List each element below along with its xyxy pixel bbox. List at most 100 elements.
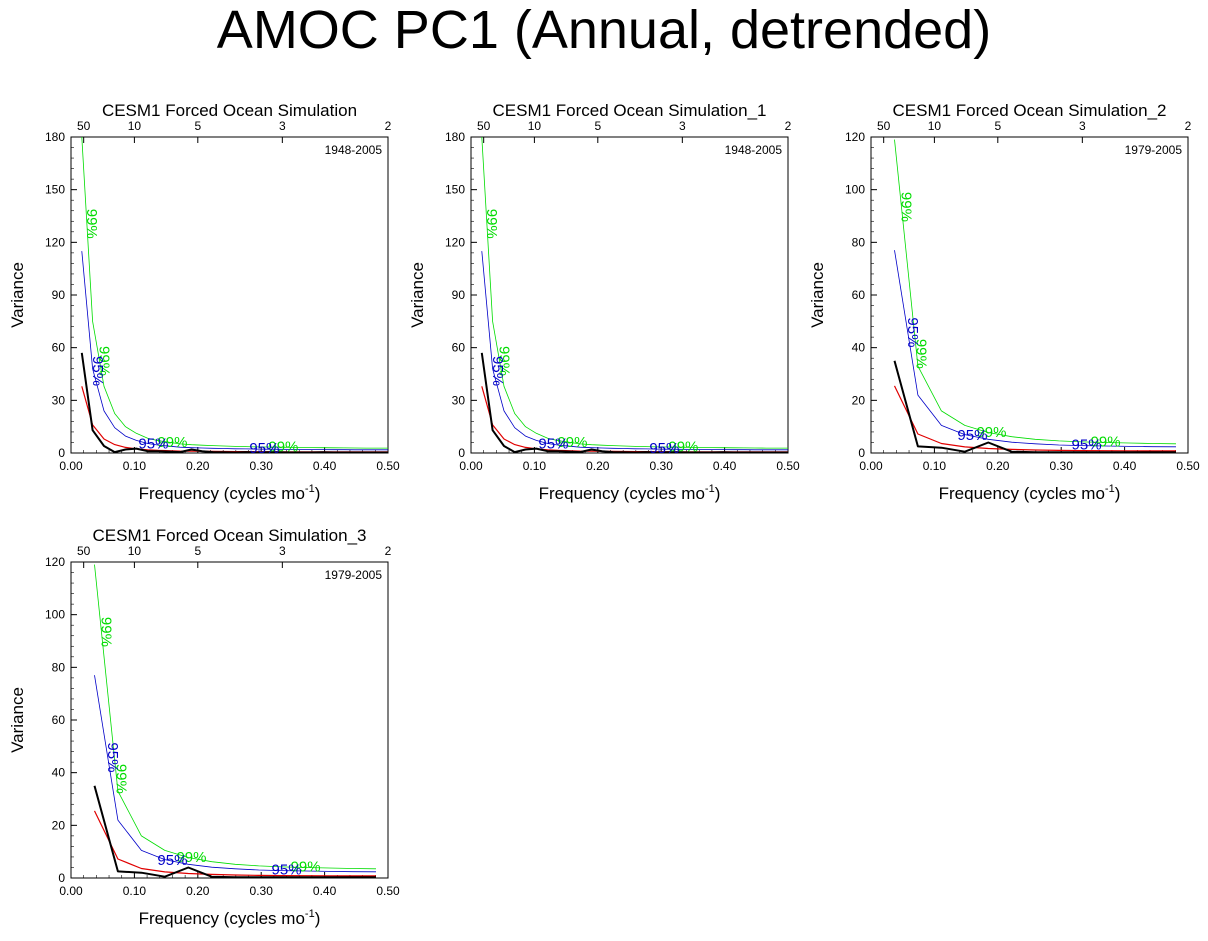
series-line-spectrum [93, 785, 376, 878]
y-tick-label: 20 [852, 393, 866, 407]
y-tick-label: 80 [52, 660, 66, 674]
y-tick-label: 150 [45, 183, 65, 197]
y-axis-title: Variance [8, 687, 27, 753]
period-label: 1948-2005 [725, 143, 783, 157]
x-tick-label: 0.20 [186, 459, 210, 473]
y-tick-label: 120 [45, 235, 65, 249]
series-line-ci95 [894, 250, 1177, 448]
x-tick-label: 0.40 [313, 459, 337, 473]
curve-label-ci99: 99% [668, 438, 698, 455]
series-line-ci99 [481, 137, 788, 449]
top-tick-label: 50 [77, 119, 91, 133]
curve-label-ci99: 99% [113, 764, 130, 794]
curve-label-ci99: 99% [291, 858, 321, 875]
series-line-ci99 [94, 564, 377, 870]
top-tick-label: 5 [994, 119, 1001, 133]
y-axis-title: Variance [808, 262, 827, 328]
curve-label-ci95: 95% [957, 427, 987, 444]
top-tick-label: 50 [477, 119, 491, 133]
top-tick-label: 2 [385, 119, 392, 133]
plot-frame [870, 136, 1189, 454]
y-tick-label: 60 [52, 341, 66, 355]
y-tick-label: 20 [52, 818, 66, 832]
top-tick-label: 3 [679, 119, 686, 133]
plot-frame [70, 136, 389, 454]
y-tick-label: 180 [45, 130, 65, 144]
y-tick-label: 120 [445, 235, 465, 249]
panel-title: CESM1 Forced Ocean Simulation_3 [92, 526, 366, 545]
curve-label-ci99: 99% [483, 209, 500, 239]
chart-panel-3: CESM1 Forced Ocean Simulation_2 1979-2005… [808, 101, 1200, 503]
series-group [893, 139, 1177, 453]
series-line-red-noise [481, 386, 788, 453]
y-tick-label: 100 [845, 183, 865, 197]
series-line-red-noise [93, 810, 376, 877]
x-tick-label: 0.10 [523, 459, 547, 473]
x-tick-label: 0.00 [59, 459, 83, 473]
chart-panel-1: CESM1 Forced Ocean Simulation 1948-2005 0.… [8, 101, 400, 503]
x-tick-label: 0.30 [250, 459, 274, 473]
x-tick-label: 0.00 [459, 459, 483, 473]
x-axis-title: Frequency (cycles mo-1) [139, 908, 321, 928]
y-tick-label: 30 [452, 393, 466, 407]
top-tick-label: 10 [928, 119, 942, 133]
x-tick-label: 0.00 [859, 459, 883, 473]
plot-frame [70, 561, 389, 879]
series-group [480, 137, 788, 453]
curve-label-ci99: 99% [976, 424, 1006, 441]
top-tick-label: 10 [528, 119, 542, 133]
x-tick-label: 0.30 [1050, 459, 1074, 473]
curve-label-ci99: 99% [557, 434, 587, 451]
top-tick-label: 3 [279, 119, 286, 133]
curve-label-ci99: 99% [96, 346, 113, 376]
chart-panel-4: CESM1 Forced Ocean Simulation_3 1979-2005… [8, 526, 400, 928]
curve-label-ci95: 95% [138, 435, 168, 452]
y-tick-label: 100 [45, 608, 65, 622]
curve-label-ci99: 99% [1091, 433, 1121, 450]
chart-panel-2: CESM1 Forced Ocean Simulation_1 1948-2005… [408, 101, 800, 503]
y-tick-label: 120 [45, 555, 65, 569]
x-tick-label: 0.30 [650, 459, 674, 473]
x-tick-label: 0.20 [986, 459, 1010, 473]
y-tick-label: 40 [852, 341, 866, 355]
top-tick-label: 2 [385, 544, 392, 558]
curve-label-ci99: 99% [268, 438, 298, 455]
x-tick-label: 0.40 [1113, 459, 1137, 473]
y-tick-label: 120 [845, 130, 865, 144]
x-tick-label: 0.10 [123, 884, 147, 898]
top-tick-label: 2 [1185, 119, 1192, 133]
panel-title: CESM1 Forced Ocean Simulation [102, 101, 357, 120]
period-label: 1979-2005 [325, 568, 383, 582]
plot-frame [470, 136, 789, 454]
series-line-red-noise [893, 385, 1176, 452]
curve-label-ci95: 95% [649, 440, 679, 457]
x-axis-title: Frequency (cycles mo-1) [539, 483, 721, 503]
x-tick-label: 0.20 [586, 459, 610, 473]
y-tick-label: 0 [58, 446, 65, 460]
y-tick-label: 80 [852, 235, 866, 249]
curve-label-ci95: 95% [157, 852, 187, 869]
x-tick-label: 0.40 [713, 459, 737, 473]
top-tick-label: 50 [877, 119, 891, 133]
series-line-ci99 [894, 139, 1177, 445]
x-tick-label: 0.00 [59, 884, 83, 898]
y-axis-title: Variance [408, 262, 427, 328]
top-tick-label: 5 [594, 119, 601, 133]
curve-label-ci99: 99% [496, 346, 513, 376]
top-tick-label: 5 [194, 544, 201, 558]
top-tick-label: 50 [77, 544, 91, 558]
x-axis-title: Frequency (cycles mo-1) [939, 483, 1121, 503]
curve-label-ci95: 95% [272, 862, 302, 879]
series-line-spectrum [80, 352, 388, 453]
x-tick-label: 0.10 [123, 459, 147, 473]
series-group [80, 137, 388, 453]
curve-label-ci95: 95% [249, 440, 279, 457]
period-label: 1979-2005 [1125, 143, 1183, 157]
y-tick-label: 60 [452, 341, 466, 355]
y-tick-label: 40 [52, 766, 66, 780]
series-line-red-noise [81, 386, 388, 453]
series-line-ci95 [481, 251, 788, 451]
series-line-ci95 [94, 675, 377, 873]
